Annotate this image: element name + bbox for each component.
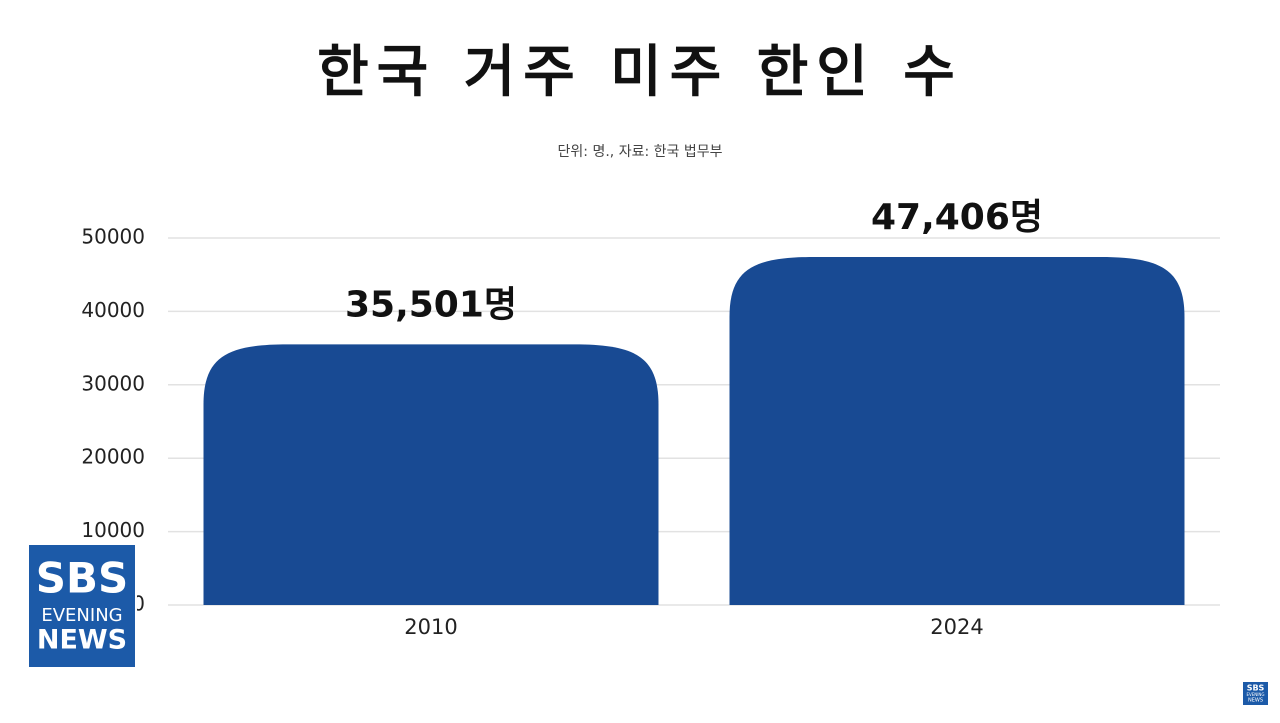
chart-subtitle: 단위: 명., 자료: 한국 법무부 [558, 144, 723, 160]
x-tick-label: 2010 [404, 615, 457, 639]
logo-text: NEWS [1248, 698, 1263, 704]
bar [729, 257, 1185, 605]
logo-text: EVENING [41, 605, 122, 626]
logo-text: EVENING [1246, 692, 1264, 697]
value-label: 35,501명 [345, 284, 517, 325]
small-logo: SBS EVENING NEWS [1243, 682, 1268, 705]
y-tick-label: 30000 [81, 371, 145, 395]
value-label: 47,406명 [871, 197, 1043, 238]
logo-box [1243, 682, 1268, 705]
logo-text: SBS [1247, 684, 1265, 693]
x-tick-label: 2024 [930, 615, 983, 639]
logo-box [27, 543, 137, 669]
y-tick-label: 20000 [81, 445, 145, 469]
y-tick-label: 10000 [81, 518, 145, 542]
logo-text: NEWS [37, 625, 127, 656]
bar [203, 344, 659, 605]
chart-title: 한국 거주 미주 한인 수 [317, 40, 963, 105]
y-tick-label: 50000 [81, 225, 145, 249]
sbs-logo: SBS EVENING NEWS [27, 543, 137, 669]
logo-text: SBS [36, 554, 129, 603]
plot-area: 01000020000300004000050000201035,501명202… [81, 197, 1220, 639]
y-tick-label: 40000 [81, 298, 145, 322]
